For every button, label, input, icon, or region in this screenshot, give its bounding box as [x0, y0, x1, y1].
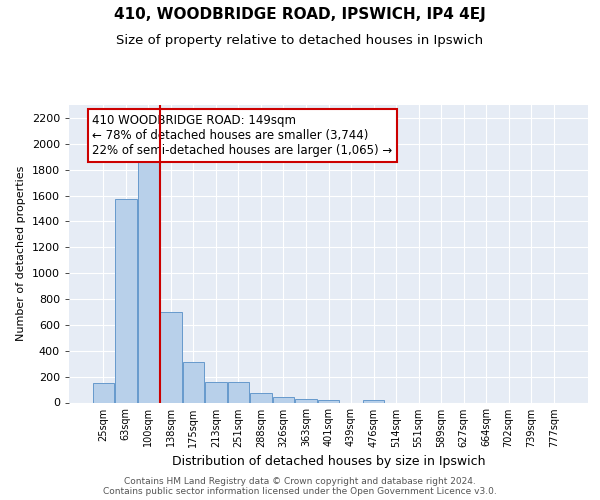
Text: Size of property relative to detached houses in Ipswich: Size of property relative to detached ho…	[116, 34, 484, 47]
Bar	[115, 199, 137, 402]
Bar	[318, 400, 339, 402]
Bar	[137, 156, 159, 402]
Bar	[92, 383, 114, 402]
Bar	[205, 382, 227, 402]
Bar	[182, 362, 204, 403]
X-axis label: Distribution of detached houses by size in Ipswich: Distribution of detached houses by size …	[172, 455, 485, 468]
Bar	[273, 398, 294, 402]
Text: Contains HM Land Registry data © Crown copyright and database right 2024.
Contai: Contains HM Land Registry data © Crown c…	[103, 476, 497, 496]
Bar	[160, 312, 182, 402]
Bar	[295, 400, 317, 402]
Bar	[228, 382, 249, 402]
Bar	[363, 400, 384, 402]
Text: 410 WOODBRIDGE ROAD: 149sqm
← 78% of detached houses are smaller (3,744)
22% of : 410 WOODBRIDGE ROAD: 149sqm ← 78% of det…	[92, 114, 393, 157]
Y-axis label: Number of detached properties: Number of detached properties	[16, 166, 26, 342]
Text: 410, WOODBRIDGE ROAD, IPSWICH, IP4 4EJ: 410, WOODBRIDGE ROAD, IPSWICH, IP4 4EJ	[114, 8, 486, 22]
Bar	[250, 393, 272, 402]
